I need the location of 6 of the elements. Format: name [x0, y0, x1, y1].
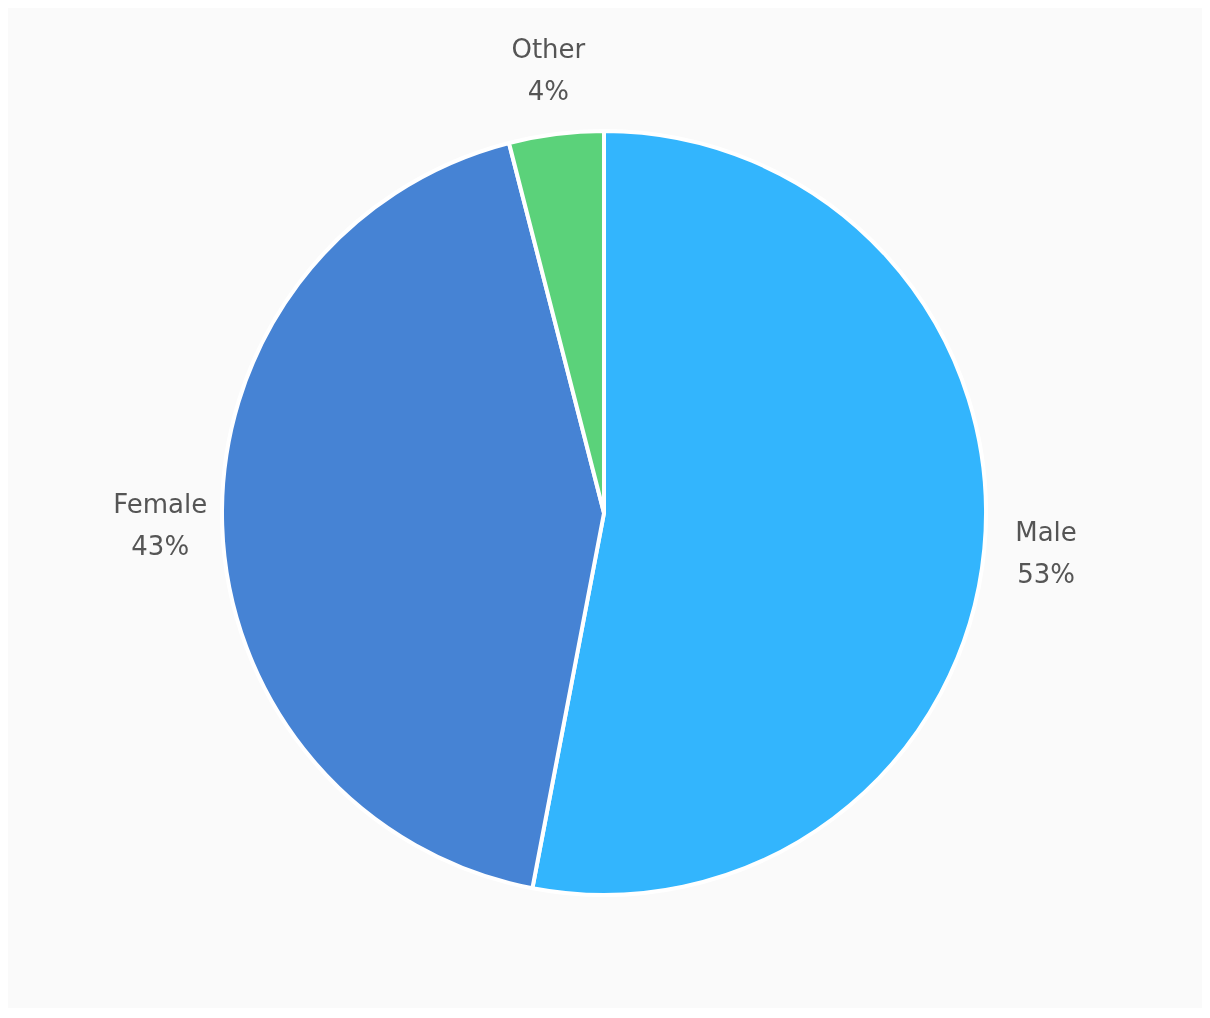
slice-label: Other [511, 34, 586, 65]
slice-label: Male [1015, 516, 1077, 547]
slice-label: Female [113, 488, 208, 519]
data-label: 4% [527, 76, 569, 107]
data-label: 53% [1017, 558, 1075, 589]
data-label: 43% [131, 530, 190, 561]
